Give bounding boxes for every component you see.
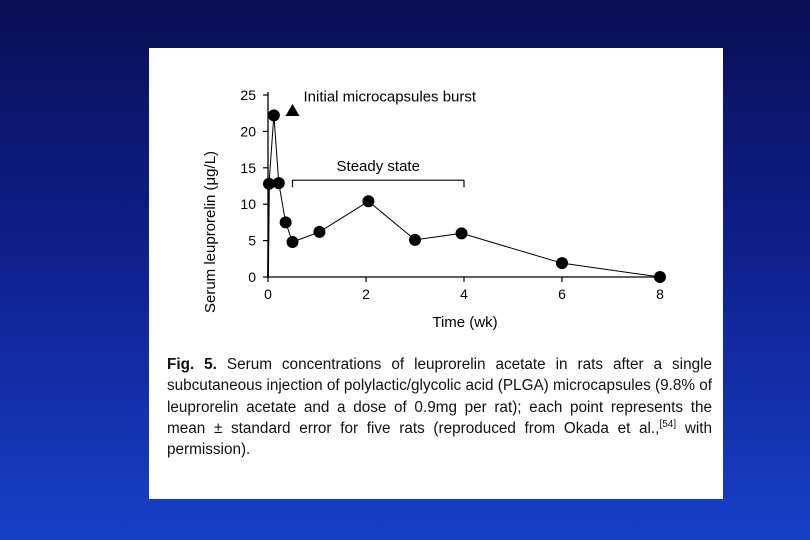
x-tick-label: 2 [362, 286, 370, 302]
data-point [556, 257, 568, 270]
data-point [362, 195, 375, 208]
figure-caption: Fig. 5. Serum concentrations of leuprore… [167, 354, 712, 460]
data-point [654, 271, 666, 283]
chart-ticks: 0 5 10 15 20 25 0 2 4 6 8 [240, 87, 664, 302]
steady-state-label: Steady state [337, 158, 420, 175]
caption-label: Fig. 5. [167, 356, 217, 373]
y-tick-label: 5 [248, 233, 256, 249]
caption-text-end: with permission). [167, 419, 713, 459]
x-tick-label: 8 [656, 286, 664, 302]
chart-axes [267, 92, 662, 278]
burst-label: Initial microcapsules burst [304, 89, 477, 106]
x-tick-label: 0 [264, 286, 272, 302]
series-line [268, 115, 661, 278]
caption-reference: [54] [659, 418, 677, 430]
y-tick-label: 15 [240, 160, 256, 176]
data-point [313, 225, 326, 238]
x-tick-label: 4 [460, 286, 468, 302]
data-point [286, 236, 299, 249]
y-tick-label: 25 [240, 87, 256, 103]
y-axis-label: Serum leuprorelin (μg/L) [202, 151, 219, 313]
y-tick-label: 10 [240, 196, 256, 212]
data-point [267, 109, 280, 122]
y-tick-label: 0 [248, 269, 256, 285]
y-tick-label: 20 [240, 123, 256, 139]
data-point [262, 177, 275, 190]
data-point [279, 216, 292, 229]
chart-annotations: Steady state Initial microcapsules burst [285, 89, 477, 188]
chart: 0 5 10 15 20 25 0 2 4 6 8 Steady state Initial micr… [202, 87, 666, 331]
initial-rise-line [267, 183, 270, 278]
figure-panel: 0 5 10 15 20 25 0 2 4 6 8 Steady state Initial micr… [149, 48, 723, 499]
data-point [409, 233, 421, 246]
burst-triangle-icon [285, 104, 300, 117]
caption-text: Serum concentrations of leuprorelin acet… [167, 356, 712, 437]
x-tick-label: 6 [558, 286, 566, 302]
chart-series [262, 109, 666, 283]
data-point [455, 227, 468, 240]
data-point [272, 177, 285, 190]
x-axis-label: Time (wk) [432, 314, 497, 331]
